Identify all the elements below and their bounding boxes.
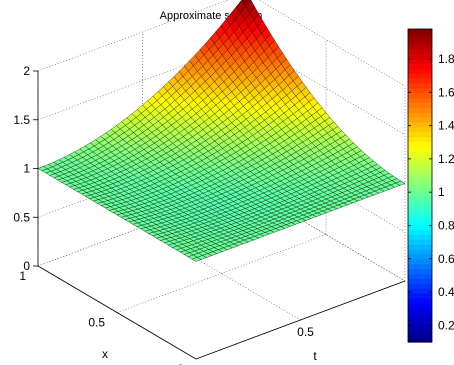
colorbar-segment bbox=[408, 29, 432, 35]
z-tick-label: 1 bbox=[23, 162, 30, 176]
colorbar-segment bbox=[408, 244, 432, 250]
colorbar-segment bbox=[408, 136, 432, 143]
t-axis-label: t bbox=[313, 349, 317, 363]
colorbar-segment bbox=[408, 112, 432, 118]
colorbar-segment bbox=[408, 195, 432, 201]
colorbar-segment bbox=[408, 322, 432, 328]
x-tick-label: 1 bbox=[19, 269, 26, 283]
colorbar-segment bbox=[408, 263, 432, 270]
colorbar-segment bbox=[408, 283, 432, 289]
colorbar-segment bbox=[408, 97, 432, 103]
colorbar-segment bbox=[408, 327, 432, 333]
colorbar-segment bbox=[408, 77, 432, 84]
colorbar-segment bbox=[408, 205, 432, 211]
x-axis-label: x bbox=[102, 347, 108, 361]
colorbar-segment bbox=[408, 82, 432, 89]
z-tick-label: 2 bbox=[23, 64, 30, 78]
colorbar-segment bbox=[408, 33, 432, 40]
colorbar-segment bbox=[408, 161, 432, 167]
colorbar-segment bbox=[408, 288, 432, 294]
colorbar-segment bbox=[408, 302, 432, 309]
grid-line bbox=[142, 226, 301, 321]
colorbar-segment bbox=[408, 151, 432, 157]
colorbar-segment bbox=[408, 307, 432, 314]
colorbar-tick-label: 0.8 bbox=[438, 219, 454, 233]
grid-line bbox=[116, 234, 327, 313]
grid-line bbox=[258, 0, 406, 87]
colorbar-segment bbox=[408, 214, 432, 221]
colorbar-tick-label: 0.2 bbox=[438, 318, 454, 332]
colorbar-segment bbox=[408, 146, 432, 152]
colorbar-segment bbox=[408, 165, 432, 172]
colorbar-frame bbox=[407, 28, 433, 343]
t-axis-line bbox=[195, 280, 406, 360]
colorbar-segment bbox=[408, 234, 432, 240]
colorbar-segment bbox=[408, 58, 432, 64]
colorbar-segment bbox=[408, 156, 432, 162]
colorbar-segment bbox=[408, 43, 432, 50]
colorbar-segment bbox=[408, 107, 432, 113]
colorbar-segment bbox=[408, 185, 432, 191]
colorbar-tick-label: 1.8 bbox=[438, 52, 454, 66]
grid-line bbox=[37, 41, 248, 121]
colorbar-segment bbox=[408, 68, 432, 74]
colorbar-segment bbox=[408, 209, 432, 216]
colorbar-segment bbox=[408, 53, 432, 59]
colorbar-segment bbox=[408, 121, 432, 128]
colorbar-segment bbox=[408, 87, 432, 94]
colorbar-segment bbox=[408, 200, 432, 206]
colorbar-segment bbox=[408, 332, 432, 338]
colorbar-tick-label: 0.6 bbox=[438, 252, 454, 266]
colorbar-segment bbox=[408, 293, 432, 299]
t-tick-label: 0.5 bbox=[297, 325, 314, 339]
grid-line bbox=[246, 187, 406, 282]
colorbar-segment bbox=[408, 48, 432, 55]
surface-mesh bbox=[37, 0, 406, 262]
colorbar: 0.2 0.4 0.6 0.8 1 1.2 1.4 1.6 1.8 bbox=[407, 28, 454, 343]
z-tick-label: 0 bbox=[23, 259, 30, 273]
colorbar-segment bbox=[408, 249, 432, 255]
colorbar-segment bbox=[408, 131, 432, 138]
colorbar-segment bbox=[408, 102, 432, 108]
x-tick-label: 0.5 bbox=[88, 316, 105, 330]
colorbar-segment bbox=[408, 312, 432, 319]
z-tick-label: 0.5 bbox=[13, 210, 30, 224]
colorbar-segment bbox=[408, 190, 432, 196]
colorbar-segment bbox=[408, 258, 432, 265]
axis-ticks: 00.511.5200.5100.51 bbox=[13, 64, 413, 365]
colorbar-segment bbox=[408, 92, 432, 99]
colorbar-segment bbox=[408, 126, 432, 133]
colorbar-tick-label: 1.6 bbox=[438, 85, 454, 99]
colorbar-segment bbox=[408, 73, 432, 79]
colorbar-segment bbox=[408, 239, 432, 245]
colorbar-segment bbox=[408, 317, 432, 324]
colorbar-segment bbox=[408, 229, 432, 236]
colorbar-segment bbox=[408, 180, 432, 187]
colorbar-segment bbox=[408, 175, 432, 182]
colorbar-segment bbox=[408, 278, 432, 284]
x-axis-line bbox=[37, 265, 197, 360]
colorbar-tick-label: 1.2 bbox=[438, 152, 454, 166]
colorbar-tick-label: 0.4 bbox=[438, 285, 454, 299]
colorbar-tick-label: 1 bbox=[438, 185, 445, 199]
z-tick-label: 1.5 bbox=[13, 113, 30, 127]
colorbar-segment bbox=[408, 170, 432, 177]
grid-line bbox=[37, 0, 230, 72]
colorbar-segment bbox=[408, 224, 432, 231]
surface-cell bbox=[191, 257, 202, 262]
colorbar-segment bbox=[408, 337, 432, 343]
colorbar-segment bbox=[408, 253, 432, 260]
colorbar-segment bbox=[408, 297, 432, 304]
x-tick-label: 0 bbox=[177, 362, 184, 365]
colorbar-segment bbox=[408, 219, 432, 226]
colorbar-segment bbox=[408, 268, 432, 275]
colorbar-segment bbox=[408, 141, 432, 147]
colorbar-segment bbox=[408, 38, 432, 45]
colorbar-segment bbox=[408, 63, 432, 69]
colorbar-segment bbox=[408, 273, 432, 280]
colorbar-tick-label: 1.4 bbox=[438, 119, 454, 133]
colorbar-segment bbox=[408, 117, 432, 123]
